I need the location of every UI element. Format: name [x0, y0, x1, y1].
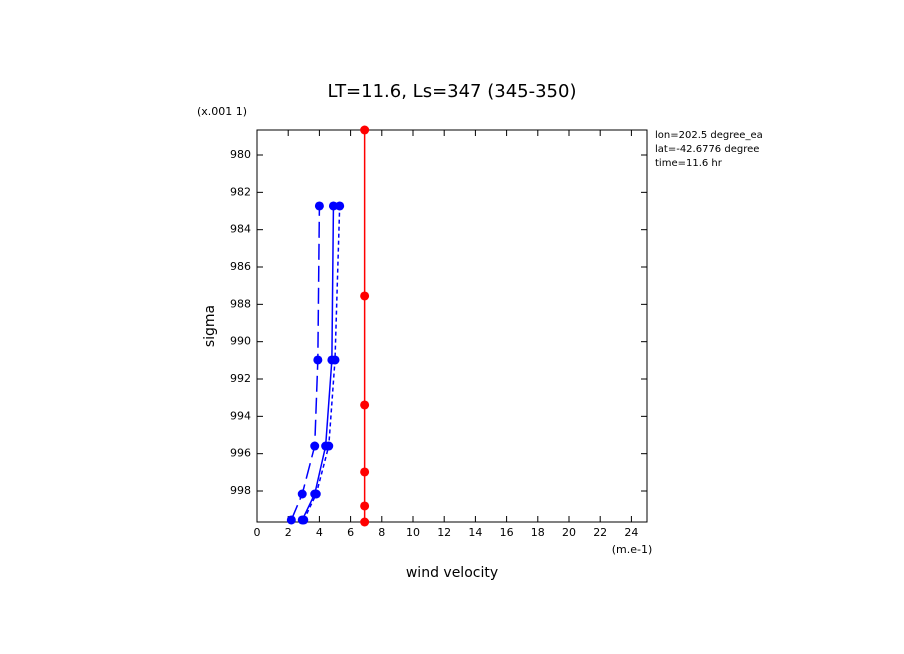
data-point	[324, 441, 334, 451]
data-point	[328, 201, 338, 211]
x-tick-label: 6	[347, 526, 354, 539]
data-point	[286, 515, 296, 525]
x-tick-label: 24	[624, 526, 638, 539]
annotation: lon=202.5 degree_ea	[655, 130, 763, 141]
y-tick-label: 994	[230, 409, 251, 422]
data-point	[360, 400, 370, 410]
x-tick-label: 20	[562, 526, 576, 539]
x-tick-label: 4	[316, 526, 323, 539]
x-axis-label: wind velocity	[406, 565, 498, 581]
data-point	[335, 201, 345, 211]
y-axis-label: sigma	[202, 305, 218, 347]
y-tick-label: 988	[230, 297, 251, 310]
y-tick-label: 990	[230, 335, 251, 348]
data-point	[360, 501, 370, 511]
chart-title: LT=11.6, Ls=347 (345-350)	[328, 81, 577, 102]
data-point	[360, 125, 370, 135]
x-tick-label: 8	[378, 526, 385, 539]
x-unit: (m.e-1)	[612, 543, 653, 556]
annotation: lat=-42.6776 degree	[655, 144, 759, 155]
data-point	[314, 201, 324, 211]
x-tick-label: 12	[437, 526, 451, 539]
y-tick-label: 982	[230, 185, 251, 198]
data-point	[311, 489, 321, 499]
data-point	[360, 467, 370, 477]
y-tick-label: 992	[230, 372, 251, 385]
y-tick-label: 980	[230, 148, 251, 161]
x-tick-label: 0	[254, 526, 261, 539]
data-point	[360, 291, 370, 301]
data-point	[330, 355, 340, 365]
x-tick-label: 14	[468, 526, 482, 539]
x-tick-label: 16	[500, 526, 514, 539]
y-tick-label: 986	[230, 260, 251, 273]
data-point	[360, 517, 370, 527]
x-tick-label: 10	[406, 526, 420, 539]
data-point	[299, 515, 309, 525]
x-tick-label: 22	[593, 526, 607, 539]
x-tick-label: 2	[285, 526, 292, 539]
y-unit: (x.001 1)	[197, 105, 247, 118]
data-point	[310, 441, 320, 451]
plot-frame	[256, 129, 648, 523]
y-tick-label: 984	[230, 223, 251, 236]
x-tick-label: 18	[531, 526, 545, 539]
annotation: time=11.6 hr	[655, 158, 723, 169]
data-point	[313, 355, 323, 365]
y-tick-label: 998	[230, 484, 251, 497]
y-tick-label: 996	[230, 447, 251, 460]
data-point	[297, 489, 307, 499]
